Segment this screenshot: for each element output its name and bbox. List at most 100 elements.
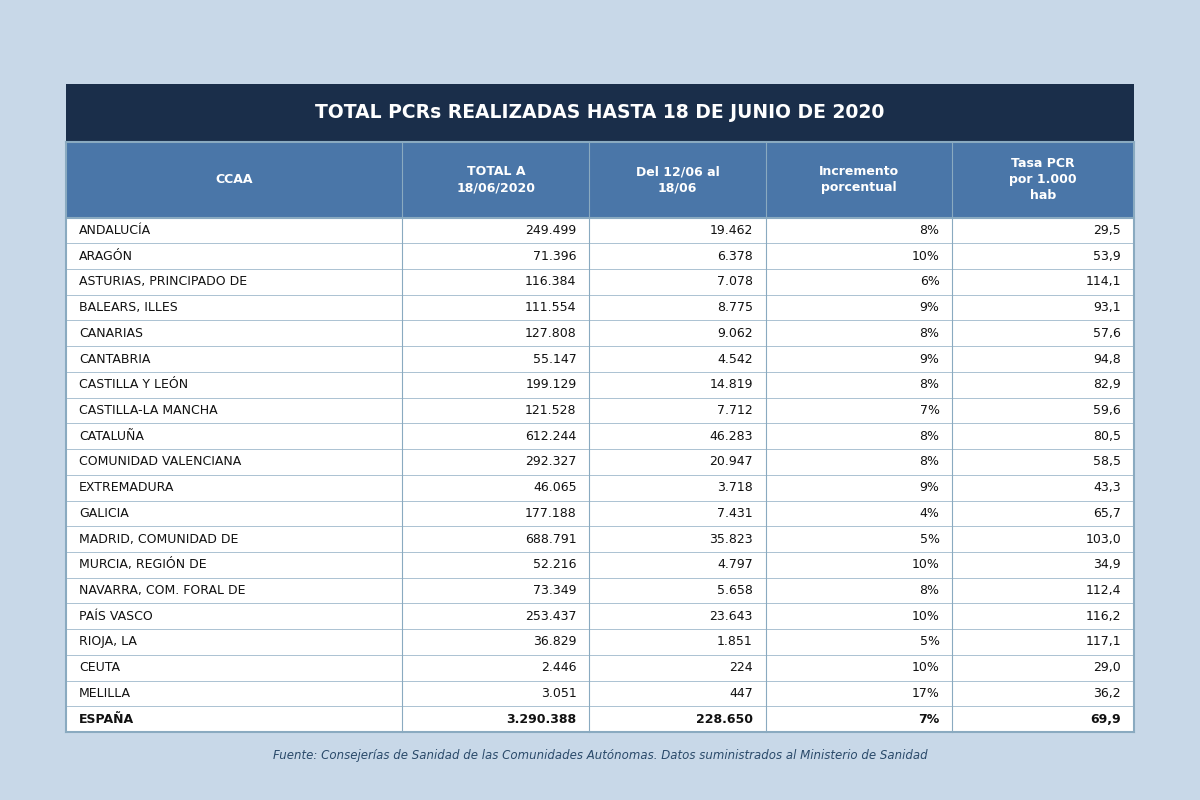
Text: 36,2: 36,2 <box>1093 687 1121 700</box>
Text: 253.437: 253.437 <box>526 610 576 622</box>
Text: 4.542: 4.542 <box>718 353 752 366</box>
Text: 224: 224 <box>730 661 752 674</box>
Text: ASTURIAS, PRINCIPADO DE: ASTURIAS, PRINCIPADO DE <box>79 275 247 288</box>
Text: 10%: 10% <box>912 250 940 262</box>
Text: 111.554: 111.554 <box>526 301 576 314</box>
Text: CASTILLA-LA MANCHA: CASTILLA-LA MANCHA <box>79 404 217 417</box>
Text: 8%: 8% <box>919 378 940 391</box>
Bar <box>66 501 1134 526</box>
Text: 688.791: 688.791 <box>524 533 576 546</box>
Text: ARAGÓN: ARAGÓN <box>79 250 133 262</box>
Bar <box>66 706 1134 732</box>
Text: 94,8: 94,8 <box>1093 353 1121 366</box>
Text: 3.290.388: 3.290.388 <box>506 713 576 726</box>
Text: COMUNIDAD VALENCIANA: COMUNIDAD VALENCIANA <box>79 455 241 469</box>
Text: 8.775: 8.775 <box>716 301 752 314</box>
Text: 9%: 9% <box>919 353 940 366</box>
Text: Fuente: Consejerías de Sanidad de las Comunidades Autónomas. Datos suministrados: Fuente: Consejerías de Sanidad de las Co… <box>272 750 928 762</box>
Text: 10%: 10% <box>912 558 940 571</box>
Text: 9%: 9% <box>919 481 940 494</box>
Text: Incremento
porcentual: Incremento porcentual <box>818 165 899 194</box>
Text: 177.188: 177.188 <box>524 507 576 520</box>
Text: MURCIA, REGIÓN DE: MURCIA, REGIÓN DE <box>79 558 206 571</box>
Bar <box>66 629 1134 655</box>
Bar <box>66 269 1134 294</box>
Bar <box>66 142 1134 218</box>
Text: 7%: 7% <box>918 713 940 726</box>
Text: 121.528: 121.528 <box>526 404 576 417</box>
Text: 29,0: 29,0 <box>1093 661 1121 674</box>
Text: 249.499: 249.499 <box>526 224 576 237</box>
Text: EXTREMADURA: EXTREMADURA <box>79 481 174 494</box>
Text: 114,1: 114,1 <box>1086 275 1121 288</box>
Text: 53,9: 53,9 <box>1093 250 1121 262</box>
Text: 19.462: 19.462 <box>709 224 752 237</box>
Text: 4.797: 4.797 <box>716 558 752 571</box>
Text: 1.851: 1.851 <box>716 635 752 649</box>
Text: 9.062: 9.062 <box>718 327 752 340</box>
Bar <box>66 526 1134 552</box>
Text: 29,5: 29,5 <box>1093 224 1121 237</box>
Text: 103,0: 103,0 <box>1086 533 1121 546</box>
Bar <box>66 398 1134 423</box>
Bar <box>66 372 1134 398</box>
Text: TOTAL PCRs REALIZADAS HASTA 18 DE JUNIO DE 2020: TOTAL PCRs REALIZADAS HASTA 18 DE JUNIO … <box>316 103 884 122</box>
Text: 2.446: 2.446 <box>541 661 576 674</box>
Bar <box>66 423 1134 449</box>
Bar <box>66 294 1134 321</box>
Text: 55.147: 55.147 <box>533 353 576 366</box>
Text: 36.829: 36.829 <box>533 635 576 649</box>
Bar <box>66 84 1134 142</box>
Text: 116.384: 116.384 <box>526 275 576 288</box>
Text: 65,7: 65,7 <box>1093 507 1121 520</box>
Text: 8%: 8% <box>919 327 940 340</box>
Text: 3.718: 3.718 <box>716 481 752 494</box>
Text: CCAA: CCAA <box>216 173 253 186</box>
Text: 59,6: 59,6 <box>1093 404 1121 417</box>
Text: 9%: 9% <box>919 301 940 314</box>
Bar <box>66 578 1134 603</box>
Text: 5%: 5% <box>919 635 940 649</box>
Text: Del 12/06 al
18/06: Del 12/06 al 18/06 <box>636 165 719 194</box>
Text: CANARIAS: CANARIAS <box>79 327 143 340</box>
Bar <box>66 321 1134 346</box>
Text: 73.349: 73.349 <box>533 584 576 597</box>
Text: 112,4: 112,4 <box>1086 584 1121 597</box>
Bar <box>66 346 1134 372</box>
Text: 228.650: 228.650 <box>696 713 752 726</box>
Text: 199.129: 199.129 <box>526 378 576 391</box>
Text: 43,3: 43,3 <box>1093 481 1121 494</box>
Text: 14.819: 14.819 <box>709 378 752 391</box>
Text: BALEARS, ILLES: BALEARS, ILLES <box>79 301 178 314</box>
Text: CANTABRIA: CANTABRIA <box>79 353 150 366</box>
Text: 69,9: 69,9 <box>1091 713 1121 726</box>
Text: CASTILLA Y LEÓN: CASTILLA Y LEÓN <box>79 378 188 391</box>
Text: 116,2: 116,2 <box>1086 610 1121 622</box>
Text: 7.712: 7.712 <box>716 404 752 417</box>
Text: 5%: 5% <box>919 533 940 546</box>
Text: 6%: 6% <box>919 275 940 288</box>
Bar <box>66 681 1134 706</box>
Text: 35.823: 35.823 <box>709 533 752 546</box>
Text: 57,6: 57,6 <box>1093 327 1121 340</box>
Text: PAÍS VASCO: PAÍS VASCO <box>79 610 152 622</box>
Text: 46.065: 46.065 <box>533 481 576 494</box>
Text: 20.947: 20.947 <box>709 455 752 469</box>
Text: CATALUÑA: CATALUÑA <box>79 430 144 442</box>
Text: 58,5: 58,5 <box>1093 455 1121 469</box>
Bar <box>66 552 1134 578</box>
Text: 8%: 8% <box>919 584 940 597</box>
Text: 7.078: 7.078 <box>716 275 752 288</box>
Text: 46.283: 46.283 <box>709 430 752 442</box>
Text: GALICIA: GALICIA <box>79 507 128 520</box>
Text: CEUTA: CEUTA <box>79 661 120 674</box>
Text: 127.808: 127.808 <box>524 327 576 340</box>
Text: 80,5: 80,5 <box>1093 430 1121 442</box>
Text: 82,9: 82,9 <box>1093 378 1121 391</box>
Text: 10%: 10% <box>912 610 940 622</box>
Text: ESPAÑA: ESPAÑA <box>79 713 134 726</box>
Text: 612.244: 612.244 <box>526 430 576 442</box>
Text: RIOJA, LA: RIOJA, LA <box>79 635 137 649</box>
Text: TOTAL A
18/06/2020: TOTAL A 18/06/2020 <box>456 165 535 194</box>
Text: 292.327: 292.327 <box>526 455 576 469</box>
